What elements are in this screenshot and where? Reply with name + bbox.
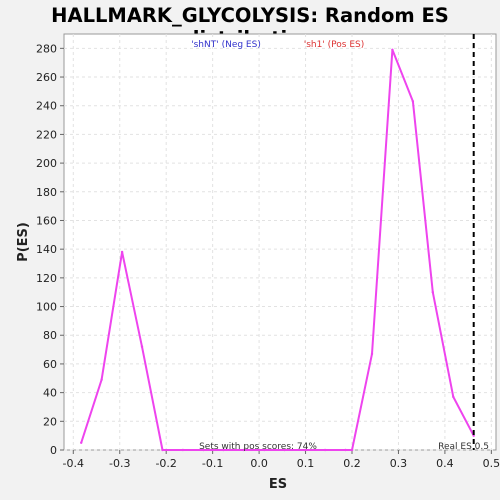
- y-tick-label: 260: [36, 71, 57, 84]
- y-tick-label: 120: [36, 272, 57, 285]
- data-point: [120, 250, 124, 254]
- y-tick-label: 80: [43, 329, 57, 342]
- y-axis-ticks: 0 20 40 60 80 100 120 140 160 180 200 220 240 260 280: [36, 42, 64, 457]
- data-point: [161, 448, 164, 452]
- y-tick-label: 140: [36, 243, 57, 256]
- y-axis-label: P(ES): [16, 222, 31, 262]
- y-tick-label: 280: [36, 42, 57, 55]
- x-axis-label: ES: [269, 477, 287, 492]
- y-tick-label: 180: [36, 186, 57, 199]
- x-tick-label: -0.1: [202, 457, 223, 470]
- pos-scores-label: Sets with pos scores: 74%: [199, 442, 317, 452]
- y-tick-label: 40: [43, 387, 57, 400]
- x-tick-label: -0.3: [109, 457, 130, 470]
- x-tick-label: -0.4: [63, 457, 84, 470]
- data-point: [344, 448, 347, 452]
- gridlines: [64, 34, 496, 451]
- x-tick-label: 0.0: [250, 457, 268, 470]
- data-point: [80, 441, 83, 444]
- data-point: [411, 100, 415, 103]
- data-point: [452, 395, 455, 399]
- y-tick-label: 20: [43, 415, 57, 428]
- data-point: [100, 378, 103, 381]
- x-tick-label: 0.5: [483, 457, 500, 470]
- data-point: [222, 448, 225, 452]
- y-tick-label: 0: [50, 444, 57, 457]
- y-tick-label: 220: [36, 128, 57, 141]
- y-tick-label: 200: [36, 157, 57, 170]
- data-point: [370, 352, 374, 356]
- y-tick-label: 60: [43, 358, 57, 371]
- pos-es-label: 'sh1' (Pos ES): [304, 40, 365, 50]
- x-tick-label: 0.4: [436, 457, 454, 470]
- data-point: [323, 448, 327, 452]
- y-tick-label: 160: [36, 214, 57, 227]
- y-tick-label: 240: [36, 100, 57, 113]
- data-point: [431, 291, 434, 294]
- plot-area: [63, 33, 497, 451]
- data-point: [202, 448, 205, 452]
- y-tick-label: 100: [36, 301, 57, 314]
- data-point: [303, 448, 306, 452]
- data-point: [283, 448, 286, 452]
- x-tick-label: 0.1: [297, 457, 315, 470]
- x-axis-ticks: -0.4 -0.3 -0.2 -0.1 0.0 0.1 0.2 0.3 0.4 0.5: [63, 450, 500, 470]
- x-tick-label: 0.3: [390, 457, 408, 470]
- x-tick-label: -0.2: [155, 457, 176, 470]
- data-point: [472, 434, 475, 437]
- data-point: [181, 448, 185, 452]
- data-point: [350, 448, 354, 452]
- real-es-label: Real ES 0.5: [438, 442, 489, 452]
- series-group: [80, 48, 475, 452]
- data-point: [242, 448, 245, 452]
- data-point: [140, 345, 144, 348]
- x-tick-label: 0.2: [343, 457, 361, 470]
- neg-es-label: 'shNT' (Neg ES): [191, 40, 261, 50]
- data-point: [391, 48, 394, 51]
- data-point: [263, 448, 266, 452]
